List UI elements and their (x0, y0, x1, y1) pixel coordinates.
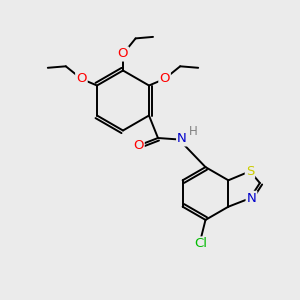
Text: S: S (246, 165, 254, 178)
Text: O: O (159, 72, 170, 86)
Text: O: O (118, 47, 128, 61)
Text: N: N (247, 192, 256, 205)
Text: O: O (133, 139, 144, 152)
Text: H: H (189, 124, 198, 138)
Text: O: O (76, 72, 87, 86)
Text: N: N (177, 132, 187, 146)
Text: Cl: Cl (194, 237, 208, 250)
